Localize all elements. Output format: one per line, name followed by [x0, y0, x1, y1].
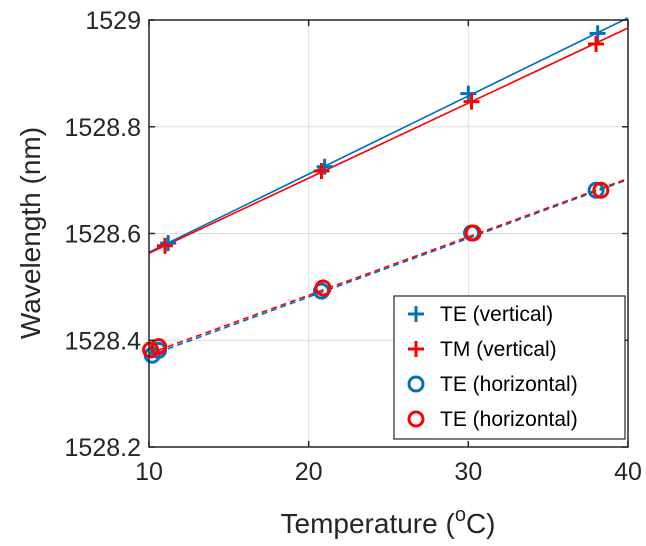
x-tick-label: 10	[135, 458, 163, 486]
marker-circle	[142, 341, 160, 359]
marker-plus	[460, 85, 477, 102]
series-markers	[160, 25, 606, 252]
x-tick-label: 30	[454, 458, 482, 486]
marker-circle	[592, 181, 610, 199]
x-axis-label-superscript: o	[455, 504, 466, 526]
marker-circle	[314, 279, 332, 297]
marker-plus	[160, 235, 177, 252]
marker-plus	[156, 237, 173, 254]
marker-circle	[407, 410, 425, 428]
fit-line	[148, 177, 629, 355]
fit-line	[148, 178, 629, 357]
fit-line	[148, 17, 629, 253]
series-markers	[142, 181, 610, 359]
marker-plus	[588, 36, 605, 53]
x-axis-label-main: Temperature (	[281, 508, 456, 539]
y-axis-ticks: 1528.2 1528.4 1528.6 1528.8 1529	[65, 7, 628, 462]
marker-circle	[150, 338, 168, 356]
legend-label: TE (vertical)	[440, 303, 553, 326]
y-axis-label: Wavelength (nm)	[15, 127, 46, 339]
legend-label: TM (vertical)	[440, 338, 557, 361]
x-axis-label-suffix: C)	[466, 508, 496, 539]
legend-label: TE (horizontal)	[440, 373, 578, 396]
marker-plus	[313, 163, 330, 180]
x-tick-label: 40	[614, 458, 642, 486]
x-axis-ticks: 10 20 30 40	[135, 20, 642, 486]
y-tick-label: 1528.6	[65, 221, 141, 249]
series-markers	[156, 36, 605, 254]
y-tick-label: 1528.4	[65, 327, 142, 355]
x-axis-label: Temperature (oC)	[281, 504, 496, 539]
fit-lines	[148, 17, 629, 357]
y-tick-label: 1528.8	[65, 114, 141, 142]
legend-box	[393, 295, 626, 440]
marker-plus	[463, 93, 480, 110]
y-tick-label: 1529	[85, 7, 141, 35]
fit-line	[148, 27, 629, 254]
legend-label: TE (horizontal)	[440, 408, 578, 431]
marker-plus	[408, 306, 424, 322]
data-markers	[142, 25, 610, 364]
marker-circle	[407, 375, 425, 393]
x-tick-label: 20	[295, 458, 323, 486]
y-tick-label: 1528.2	[65, 434, 141, 462]
marker-circle	[464, 224, 482, 242]
marker-plus	[589, 25, 606, 42]
legend: TE (vertical) TM (vertical) TE (horizontal…	[393, 295, 626, 440]
marker-plus	[408, 341, 424, 357]
